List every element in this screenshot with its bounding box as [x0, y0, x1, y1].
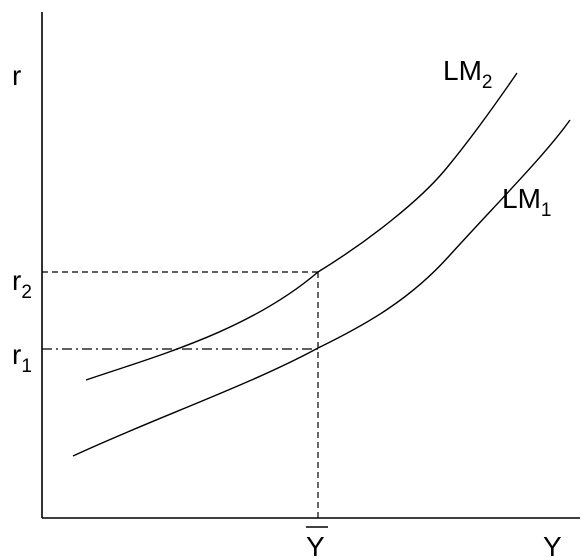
y-axis-label: r	[12, 60, 21, 91]
r2-label: r2	[12, 265, 32, 303]
x-axis-label: Y	[543, 531, 562, 560]
r1-label: r1	[12, 339, 32, 377]
lm1-curve	[72, 119, 571, 457]
lm2-label: LM2	[443, 55, 492, 93]
lm1-label: LM1	[502, 183, 551, 221]
ybar-label: Y	[306, 531, 325, 560]
lm2-curve	[85, 72, 518, 381]
